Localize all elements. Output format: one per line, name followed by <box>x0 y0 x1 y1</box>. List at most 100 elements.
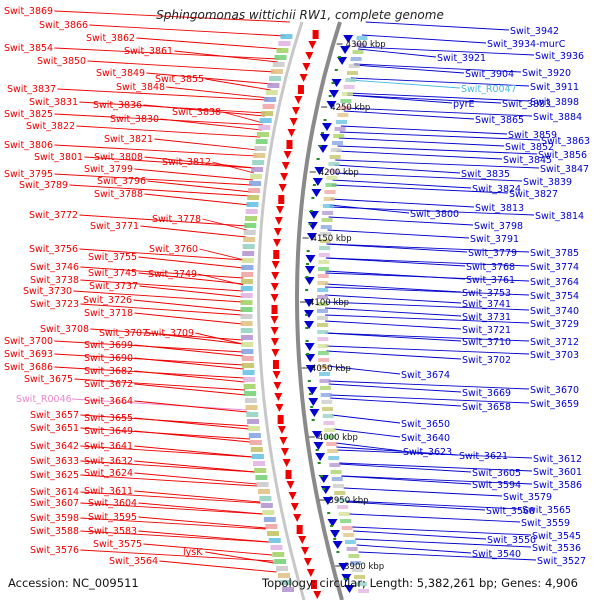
connector-right <box>358 46 535 56</box>
reverse-gene-arrow <box>313 442 324 450</box>
connector-left <box>174 50 278 63</box>
connector-left <box>139 285 243 298</box>
scale-ticks: 4300 kbp 4250 kbp 4200 kbp 4150 kbp 4100 kbp… <box>300 40 386 580</box>
connector-right <box>325 286 530 296</box>
gene-label-left: Swit_3795 <box>4 169 53 180</box>
connector-right <box>335 442 403 452</box>
feature-block-left <box>247 195 260 200</box>
gene-label-right: Swit_3936 <box>535 51 584 62</box>
gene-label-left: Swit_3799 <box>84 164 133 175</box>
gene-label-left: Swit_3862 <box>86 33 135 44</box>
feature-block-left <box>241 349 254 354</box>
feature-block-right <box>329 463 341 467</box>
reverse-gene-arrow <box>330 530 341 538</box>
feature-block-left <box>256 132 269 137</box>
gene-label-right: Swit_3753 <box>462 288 511 299</box>
gene-label-left: Swit_R0046 <box>16 394 72 405</box>
feature-block-left <box>254 146 267 151</box>
reverse-gene-arrow <box>331 79 342 87</box>
minor-tick <box>336 551 340 553</box>
feature-block-right <box>334 491 346 495</box>
connector-left <box>160 118 262 131</box>
connector-right <box>343 110 475 120</box>
forward-gene-arrow <box>281 162 290 170</box>
minor-tick <box>322 488 326 490</box>
gene-label-right: Swit_3785 <box>530 248 579 259</box>
connector-left <box>134 460 255 473</box>
feature-block-left <box>254 468 267 473</box>
connector-right <box>333 428 401 438</box>
feature-block-right <box>318 358 330 362</box>
gene-label-left: Swit_3655 <box>84 413 133 424</box>
reverse-gene-arrow <box>327 519 338 527</box>
connector-right <box>347 94 502 104</box>
feature-block-right <box>338 512 350 516</box>
gene-label-right: Swit_3536 <box>532 543 581 554</box>
feature-block-right <box>328 456 340 460</box>
feature-block-right <box>338 106 350 110</box>
gene-label-right: Swit_3650 <box>401 419 450 430</box>
reverse-gene-arrow <box>308 398 319 406</box>
gene-label-left: Swit_3699 <box>84 340 133 351</box>
feature-block-left <box>264 97 277 102</box>
feature-block-right <box>331 477 343 481</box>
connector-left <box>134 344 244 357</box>
feature-block-right <box>343 85 355 89</box>
gene-label-right: Swit_3865 <box>475 115 524 126</box>
gene-label-right: Swit_3601 <box>533 467 582 478</box>
connector-left <box>69 184 251 197</box>
feature-block-left <box>255 139 268 144</box>
gene-label-left: Swit_3730 <box>23 286 72 297</box>
connector-right <box>344 107 533 117</box>
gene-label-left: Swit_3611 <box>84 486 133 497</box>
forward-gene-arrow <box>280 173 289 181</box>
connector-right <box>340 125 508 135</box>
gene-label-left: Swit_3576 <box>30 545 79 556</box>
forward-gene-arrow <box>282 459 291 467</box>
gene-label-left: Swit_3718 <box>84 308 133 319</box>
feature-block-right <box>341 92 353 96</box>
gene-label-left: Swit_3598 <box>30 513 79 524</box>
feature-block-left <box>257 489 270 494</box>
gene-label-right: Swit_3847 <box>540 164 589 175</box>
forward-gene-arrow <box>306 569 315 577</box>
connector-left <box>154 138 258 151</box>
forward-gene-arrow <box>286 481 295 489</box>
gene-label-left: Swit_3707 <box>99 328 148 339</box>
feature-block-right <box>318 253 330 257</box>
feature-block-left <box>253 153 266 158</box>
feature-block-left <box>278 41 291 46</box>
connector-right <box>347 92 530 102</box>
connector-right <box>328 216 474 226</box>
connector-right <box>333 172 523 182</box>
gene-label-left: Swit_3624 <box>84 468 133 479</box>
gene-label-left: Swit_3778 <box>152 214 201 225</box>
feature-block-right <box>317 344 329 348</box>
feature-block-right <box>345 78 357 82</box>
gene-label-left: Swit_3760 <box>149 244 198 255</box>
reverse-gene-arrow <box>328 90 339 98</box>
gene-label-left: Swit_3830 <box>110 114 159 125</box>
reverse-gene-arrow <box>332 541 343 549</box>
gene-label-left: Swit_3649 <box>84 426 133 437</box>
connector-right <box>339 463 472 473</box>
connector-left <box>84 156 255 169</box>
gene-label-right: Swit_3729 <box>530 319 579 330</box>
reverse-gene-arrow <box>304 343 315 351</box>
gene-label-right: Swit_3845 <box>503 155 552 166</box>
gene-label-left: Swit_3682 <box>84 366 133 377</box>
gene-label-right: Swit_3565 <box>522 505 571 516</box>
connector-right <box>353 64 465 74</box>
minor-tick <box>306 250 310 252</box>
connector-right <box>339 131 541 141</box>
forward-gene-block <box>271 305 278 314</box>
gene-label-right: Swit_3721 <box>462 325 511 336</box>
feature-block-left <box>242 363 255 368</box>
minor-tick <box>334 69 338 71</box>
gene-label-right: Swit_3605 <box>472 468 521 479</box>
minor-tick <box>305 340 309 342</box>
feature-block-right <box>317 274 329 278</box>
gene-label-left: Swit_3745 <box>88 268 137 279</box>
feature-block-right <box>317 302 329 306</box>
